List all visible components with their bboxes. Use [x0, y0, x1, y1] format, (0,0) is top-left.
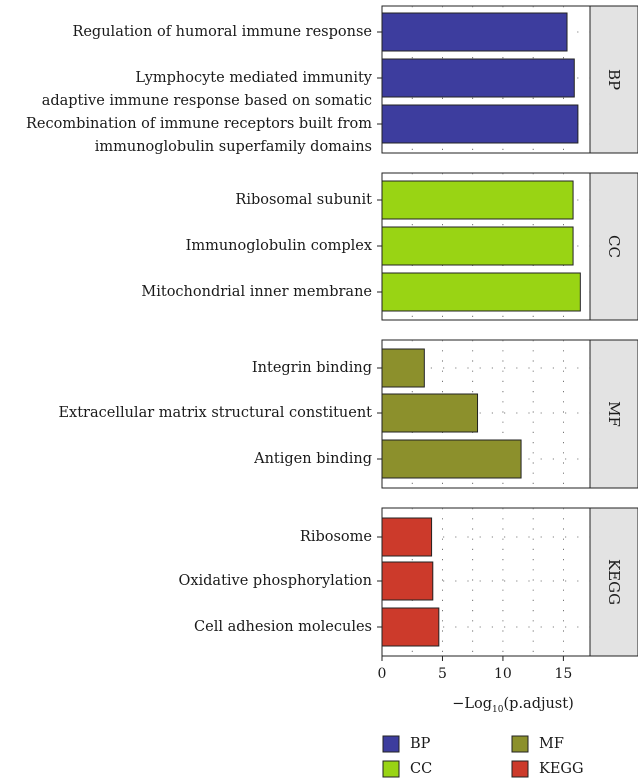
bar [381, 104, 579, 144]
category-label: immunoglobulin superfamily domains [95, 139, 372, 155]
x-tick-label: 10 [494, 666, 512, 682]
bar [381, 517, 433, 557]
category-label: Integrin binding [252, 360, 372, 376]
x-tick-label: 15 [554, 666, 572, 682]
category-label: Antigen binding [253, 451, 372, 467]
legend-swatch-kegg [511, 760, 529, 778]
facet-panel-cc: CC Ribosomal subunit Immunoglobulin comple… [141, 172, 638, 321]
legend-label-cc: CC [410, 761, 432, 777]
facet-panel-mf: MF Integrin binding Extracellular matrix s… [58, 339, 638, 489]
bar [381, 607, 440, 647]
category-label: Mitochondrial inner membrane [141, 284, 372, 300]
facet-label-bp: BP [605, 69, 623, 90]
category-label: Lymphocyte mediated immunity [135, 70, 372, 86]
category-label: Ribosome [300, 529, 372, 545]
facet-label-kegg: KEGG [605, 559, 623, 605]
bar [381, 58, 575, 98]
facet-panel-bp: BP Regulation of humoral immune response L… [26, 5, 638, 155]
legend-swatch-bp [382, 735, 400, 753]
category-label: adaptive immune response based on somati… [42, 93, 372, 109]
bar [381, 226, 574, 266]
category-label: Oxidative phosphorylation [178, 573, 372, 589]
bar [381, 272, 581, 312]
bar [381, 12, 568, 52]
facet-strip [589, 339, 638, 489]
legend: BP MF CC KEGG [382, 735, 584, 778]
bar [381, 439, 522, 479]
category-label: Recombination of immune receptors built … [26, 116, 372, 132]
facet-strip [589, 5, 638, 154]
x-axis-title: −Log10(p.adjust) [452, 696, 573, 715]
facet-strip [589, 507, 638, 657]
category-label: Extracellular matrix structural constitu… [58, 405, 372, 421]
category-label: Ribosomal subunit [235, 192, 372, 208]
x-tick-label: 0 [378, 666, 387, 682]
bar [381, 348, 425, 388]
legend-label-bp: BP [410, 736, 431, 752]
facet-label-mf: MF [605, 401, 623, 427]
facet-panel-kegg: KEGG Ribosome Oxidative phosphorylation Cel… [178, 507, 638, 657]
bar [381, 393, 479, 433]
legend-swatch-cc [382, 760, 400, 778]
category-label: Cell adhesion molecules [194, 619, 372, 635]
legend-label-kegg: KEGG [539, 761, 584, 777]
bar [381, 180, 574, 220]
bar [381, 561, 434, 601]
x-tick-label: 5 [438, 666, 447, 682]
facet-label-cc: CC [605, 235, 623, 258]
facet-strip [589, 172, 638, 321]
category-label: Immunoglobulin complex [186, 238, 372, 254]
category-label: Regulation of humoral immune response [72, 24, 372, 40]
legend-label-mf: MF [539, 736, 564, 752]
legend-swatch-mf [511, 735, 529, 753]
